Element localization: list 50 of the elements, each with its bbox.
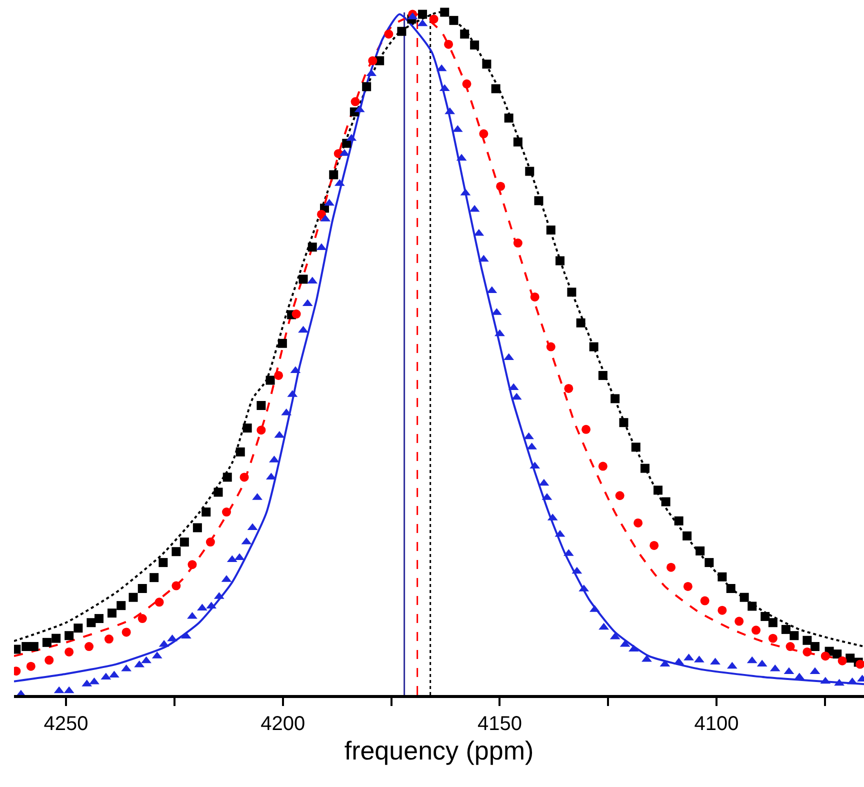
point: [172, 581, 181, 590]
point: [188, 560, 197, 570]
point: [240, 472, 249, 482]
point: [256, 426, 266, 435]
x-tick-label: 4100: [694, 713, 739, 735]
x-axis-title: frequency (ppm): [344, 736, 534, 766]
point: [138, 614, 147, 624]
point: [820, 652, 830, 661]
point: [734, 616, 744, 626]
point: [316, 210, 326, 219]
x-tick-label: 4150: [477, 713, 522, 735]
point: [64, 647, 74, 656]
point: [752, 626, 761, 635]
point: [274, 370, 284, 380]
point: [564, 384, 574, 393]
point: [206, 538, 215, 547]
point: [582, 424, 591, 434]
x-tick-label: 4200: [260, 713, 306, 735]
point: [222, 508, 231, 517]
point: [154, 598, 164, 607]
point: [122, 628, 131, 637]
point: [666, 562, 676, 572]
point: [700, 596, 710, 606]
point: [444, 40, 454, 49]
point: [530, 292, 540, 302]
point: [634, 518, 643, 528]
point: [768, 634, 778, 643]
point: [84, 642, 94, 652]
point: [786, 642, 795, 652]
point: [292, 310, 301, 319]
point: [26, 662, 36, 671]
point: [615, 491, 624, 500]
point: [650, 540, 659, 550]
point: [546, 342, 556, 352]
point: [350, 97, 360, 106]
point: [479, 129, 488, 138]
point: [513, 238, 522, 248]
x-tick-label: 4250: [44, 713, 88, 735]
point: [384, 30, 394, 39]
point: [683, 582, 692, 591]
point: [368, 56, 378, 66]
point: [496, 182, 506, 191]
point: [44, 656, 54, 665]
point: [802, 647, 812, 656]
point: [462, 79, 472, 88]
point: [838, 656, 847, 666]
point: [598, 462, 608, 471]
point: [104, 634, 114, 644]
point: [718, 606, 727, 615]
point: [429, 14, 438, 24]
